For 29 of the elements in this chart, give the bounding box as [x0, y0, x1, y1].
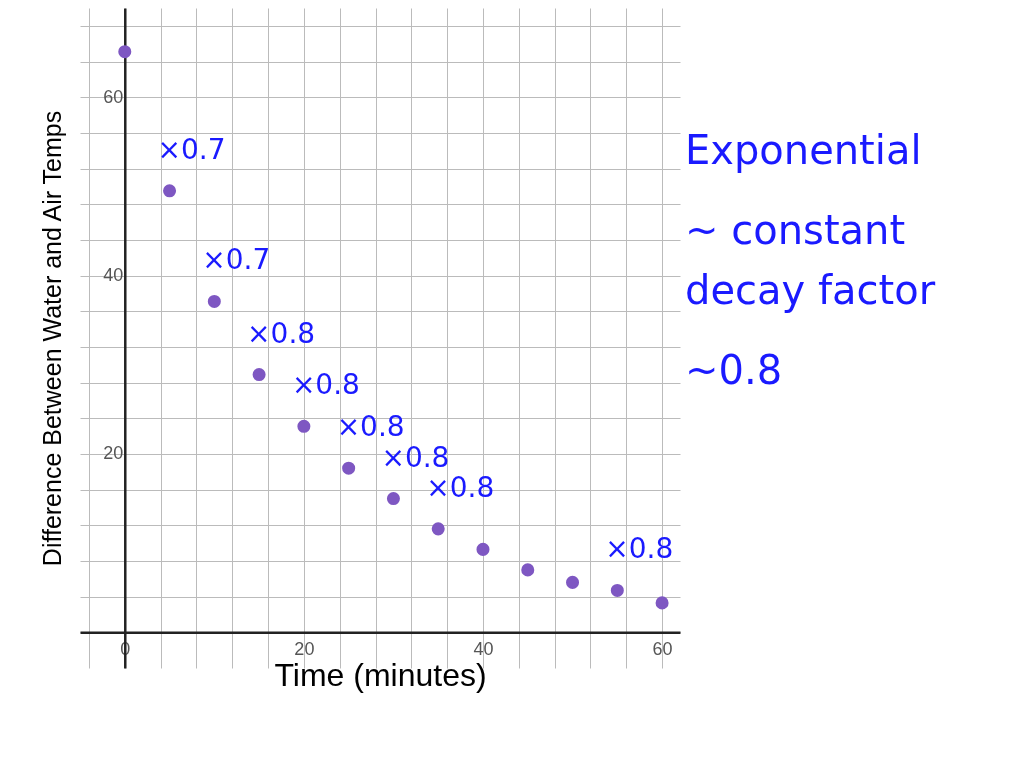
text: ~0.8: [685, 346, 784, 395]
x-tick-label: 40: [473, 638, 494, 659]
point: [297, 419, 311, 433]
annotation: ×0.7: [202, 243, 271, 277]
y-tick-label: 40: [103, 265, 124, 286]
point: [342, 461, 356, 475]
text: Exponential: [685, 126, 923, 175]
point: [521, 563, 535, 577]
point: [386, 492, 400, 506]
y-tick-label: 20: [103, 443, 124, 464]
annotation: ×0.8: [247, 316, 316, 350]
point: [163, 184, 177, 198]
text: ~ constant decay factor: [685, 206, 937, 315]
y-axis-title: Difference Between Water and Air Temps: [38, 110, 67, 567]
annotation: ×0.8: [291, 368, 360, 402]
point: [476, 542, 490, 556]
point: [431, 522, 445, 536]
x-tick-label: 20: [294, 638, 315, 659]
point: [655, 596, 669, 610]
point: [118, 45, 132, 59]
point: [252, 368, 266, 382]
x-tick-label: 60: [652, 638, 673, 659]
point: [610, 583, 624, 597]
x-axis-title: Time (minutes): [274, 656, 487, 693]
point: [566, 575, 580, 589]
annotation: ×0.8: [605, 532, 674, 566]
point: [207, 294, 221, 308]
annotation: ×0.7: [157, 132, 226, 166]
y-tick-label: 60: [103, 86, 124, 107]
